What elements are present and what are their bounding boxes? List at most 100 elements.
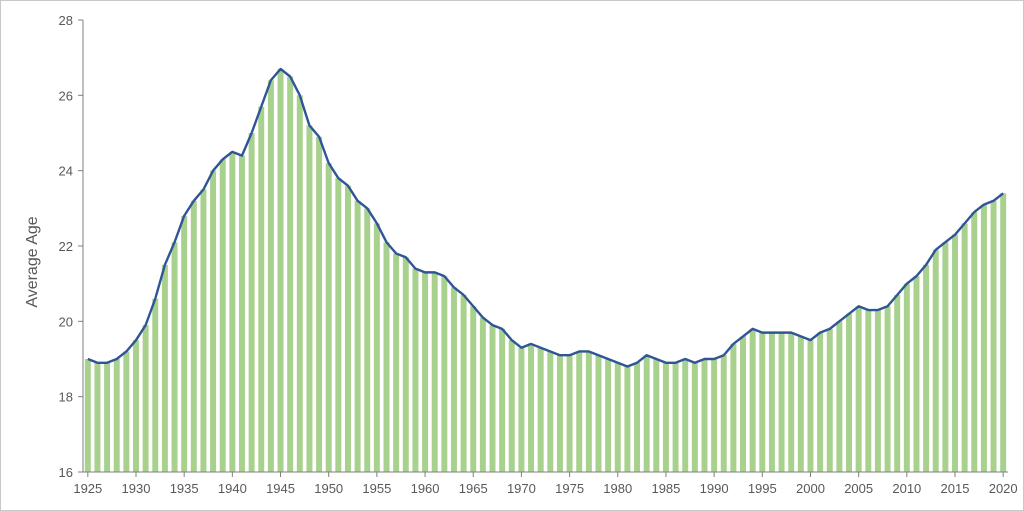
bar: [412, 268, 419, 472]
y-tick-label: 28: [59, 13, 73, 28]
bar: [1000, 193, 1007, 472]
bar: [142, 325, 149, 472]
bar: [836, 321, 843, 472]
bar: [518, 347, 525, 472]
bar: [402, 257, 409, 472]
bar: [104, 362, 111, 472]
x-tick-label: 1940: [218, 481, 247, 496]
bar: [489, 325, 496, 472]
bar: [210, 170, 217, 473]
x-tick-label: 1930: [122, 481, 151, 496]
y-tick-label: 26: [59, 88, 73, 103]
bar: [846, 313, 852, 472]
x-tick-label: 2015: [941, 481, 970, 496]
bar: [691, 362, 698, 472]
x-tick-label: 1960: [411, 481, 440, 496]
x-tick-label: 1955: [362, 481, 391, 496]
y-ticks: 16 18 20 22 24 26 28: [59, 13, 83, 480]
bar: [479, 317, 486, 472]
bar: [393, 253, 400, 472]
bar: [826, 328, 833, 472]
bars-layer: [84, 68, 1007, 473]
bar: [730, 343, 737, 472]
x-tick-label: 2020: [989, 481, 1018, 496]
y-axis-title: Average Age: [24, 216, 41, 307]
bar: [200, 189, 207, 472]
bar: [749, 328, 756, 472]
bar: [720, 355, 727, 472]
x-tick-label: 1980: [603, 481, 632, 496]
bar: [152, 298, 159, 472]
bar: [932, 249, 939, 472]
bar: [653, 359, 660, 472]
bar: [113, 359, 120, 472]
bar: [450, 287, 457, 472]
bar: [306, 125, 313, 472]
bar: [865, 310, 872, 472]
bar: [614, 362, 621, 472]
bar: [778, 332, 785, 472]
bar: [556, 355, 563, 472]
x-tick-label: 2010: [892, 481, 921, 496]
bar: [701, 359, 708, 472]
y-tick-label: 18: [59, 390, 73, 405]
bar: [817, 332, 824, 472]
bar: [219, 159, 226, 472]
bar: [460, 294, 467, 472]
y-tick-label: 16: [59, 465, 73, 480]
bar: [354, 200, 361, 473]
x-tick-label: 1950: [314, 481, 343, 496]
bar: [133, 340, 139, 472]
bar: [547, 351, 554, 472]
series-line: [87, 67, 1004, 368]
bar: [190, 200, 197, 473]
bar: [913, 276, 920, 472]
x-tick-label: 1965: [459, 481, 488, 496]
bar: [643, 355, 650, 472]
bar: [662, 362, 669, 472]
bar: [874, 310, 881, 472]
bar: [903, 283, 910, 472]
x-ticks: 1925 1930 1935 1940 1945 1950 1955 1960 1965 1970…: [73, 472, 1018, 496]
bar: [585, 351, 592, 472]
bar: [894, 294, 901, 472]
bar: [277, 68, 284, 472]
bar: [595, 355, 602, 472]
bar: [759, 332, 766, 472]
bar: [566, 355, 573, 472]
bar: [229, 151, 236, 472]
y-tick-label: 24: [59, 164, 73, 179]
bar: [335, 178, 342, 472]
bar: [672, 362, 679, 472]
bar: [980, 204, 987, 472]
bar: [605, 359, 612, 472]
bar: [634, 362, 641, 472]
bar: [181, 215, 188, 472]
bar: [94, 362, 101, 472]
bar: [576, 351, 583, 472]
bar: [296, 95, 303, 472]
y-tick-label: 22: [59, 239, 73, 254]
x-tick-label: 1970: [507, 481, 536, 496]
y-tick-label: 20: [59, 314, 73, 329]
x-tick-label: 1975: [555, 481, 584, 496]
bar: [884, 306, 891, 472]
bar: [788, 332, 795, 472]
bar: [711, 359, 718, 472]
bar: [740, 336, 747, 472]
bar: [258, 106, 265, 472]
x-tick-label: 2005: [844, 481, 873, 496]
bar: [383, 242, 390, 472]
x-tick-label: 1935: [170, 481, 199, 496]
bar: [316, 136, 323, 472]
bar: [624, 366, 631, 472]
bar: [499, 328, 506, 472]
bar: [364, 208, 371, 472]
bar: [171, 242, 178, 472]
x-tick-label: 1925: [73, 481, 102, 496]
bar: [855, 306, 862, 472]
bar: [431, 272, 438, 472]
bar: [287, 76, 294, 472]
bar: [470, 306, 477, 472]
